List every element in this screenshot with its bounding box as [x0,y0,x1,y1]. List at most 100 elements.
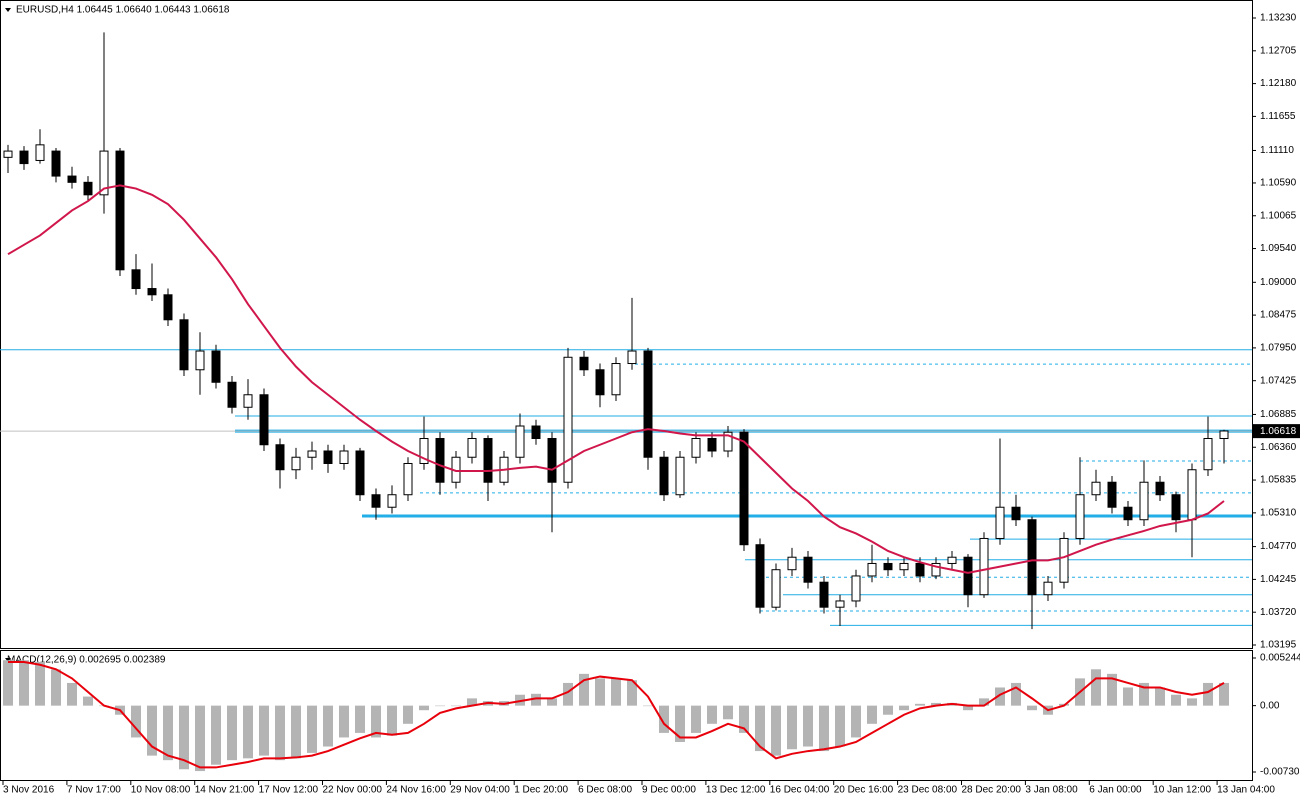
macd-bar [419,705,429,711]
candle-body [1123,506,1133,521]
macd-bar [1107,673,1117,706]
macd-bar [819,705,829,752]
macd-bar [867,705,877,724]
x-tick-label: 24 Nov 16:00 [386,785,446,796]
menu-arrow[interactable] [5,8,11,12]
last-price-box [1253,424,1300,439]
candle-body [579,356,589,371]
candle-body [115,150,125,271]
candle-body [227,381,237,408]
candle-body [1043,581,1053,596]
macd-signal [8,661,1225,769]
candle-body [787,556,797,571]
x-tick-label: 28 Dec 20:00 [962,785,1022,796]
candle-body [1171,494,1181,521]
x-tick-label: 17 Nov 12:00 [259,785,319,796]
candle-body [211,350,221,383]
macd-bar [771,705,781,756]
candle-body [435,437,445,483]
macd-bar [1187,698,1197,706]
menu-arrow[interactable] [5,658,11,662]
y-tick-label: 1.06885 [1260,409,1297,420]
candle-body [819,581,829,608]
candle-body [19,150,29,165]
candle-body [1139,481,1149,521]
macd-bar [979,698,989,706]
candle-body [51,150,61,177]
macd-bar [387,705,397,736]
macd-bar [563,682,573,706]
macd-bar [3,660,13,706]
candle-body [387,494,397,508]
candle-body [275,444,285,471]
x-tick-label: 10 Nov 08:00 [131,785,191,796]
y-tick-label: 1.04245 [1260,574,1297,585]
candle-body [931,562,941,577]
macd-bar [723,705,733,720]
y-tick-label: 1.05835 [1260,475,1297,486]
y-tick-label: 1.05310 [1260,507,1297,518]
macd-bar [451,705,461,707]
macd-bar [883,705,893,715]
candle-body [803,556,813,583]
x-tick-label: 3 Nov 2016 [3,785,55,796]
y-tick-label: 1.13230 [1260,13,1297,24]
candle-body [627,350,637,365]
candle-body [419,437,429,464]
macd-bar [755,705,765,752]
macd-bar [179,705,189,770]
candle-body [339,450,349,464]
x-tick-label: 20 Dec 16:00 [834,785,894,796]
candle-body [323,450,333,464]
candle-body [835,600,845,608]
macd-bar [627,680,637,706]
x-tick-label: 13 Jan 04:00 [1217,785,1275,796]
candle-body [195,350,205,371]
y-tick-label: 1.10590 [1260,178,1297,189]
macd-bar [659,705,669,733]
y-tick-label: 1.07950 [1260,343,1297,354]
candle-body [403,462,413,496]
x-tick-label: 10 Jan 12:00 [1153,785,1211,796]
candle-body [1187,469,1197,521]
x-tick-label: 23 Dec 08:00 [898,785,958,796]
macd-bar [547,698,557,706]
macd-bar [211,705,221,765]
candle-body [1203,437,1213,471]
candle-body [675,456,685,496]
candle-body [739,431,749,546]
macd-bar [1123,687,1133,706]
macd-bar [227,705,237,761]
x-tick-label: 6 Dec 08:00 [578,785,632,796]
macd-bar [291,705,301,759]
macd-bar [1219,682,1229,706]
candle-body [515,425,525,458]
candle-body [1075,494,1085,539]
last-price-label: 1.06618 [1260,426,1297,437]
candle-body [67,175,77,183]
macd-bar [739,705,749,733]
y-tick-label: 1.06360 [1260,442,1297,453]
candle-body [131,269,141,290]
macd-bar [1011,682,1021,706]
candle-body [643,350,653,458]
candle-body [771,569,781,608]
candle-body [947,556,957,564]
candle-body [179,319,189,371]
candle-body [611,363,621,396]
macd-bar [1203,682,1213,706]
macd-bar [467,698,477,706]
candle-body [851,575,861,602]
x-tick-label: 22 Nov 00:00 [323,785,383,796]
macd-bar [611,678,621,706]
candle-body [467,437,477,458]
macd-bar [51,669,61,706]
macd-bar [1027,705,1037,711]
candle-body [915,562,925,577]
x-tick-label: 29 Nov 04:00 [450,785,510,796]
y-tick-label: 1.12705 [1260,45,1297,56]
macd-bar [131,705,141,738]
candle-body [259,394,269,446]
candle-body [1011,506,1021,521]
candle-body [547,437,557,483]
